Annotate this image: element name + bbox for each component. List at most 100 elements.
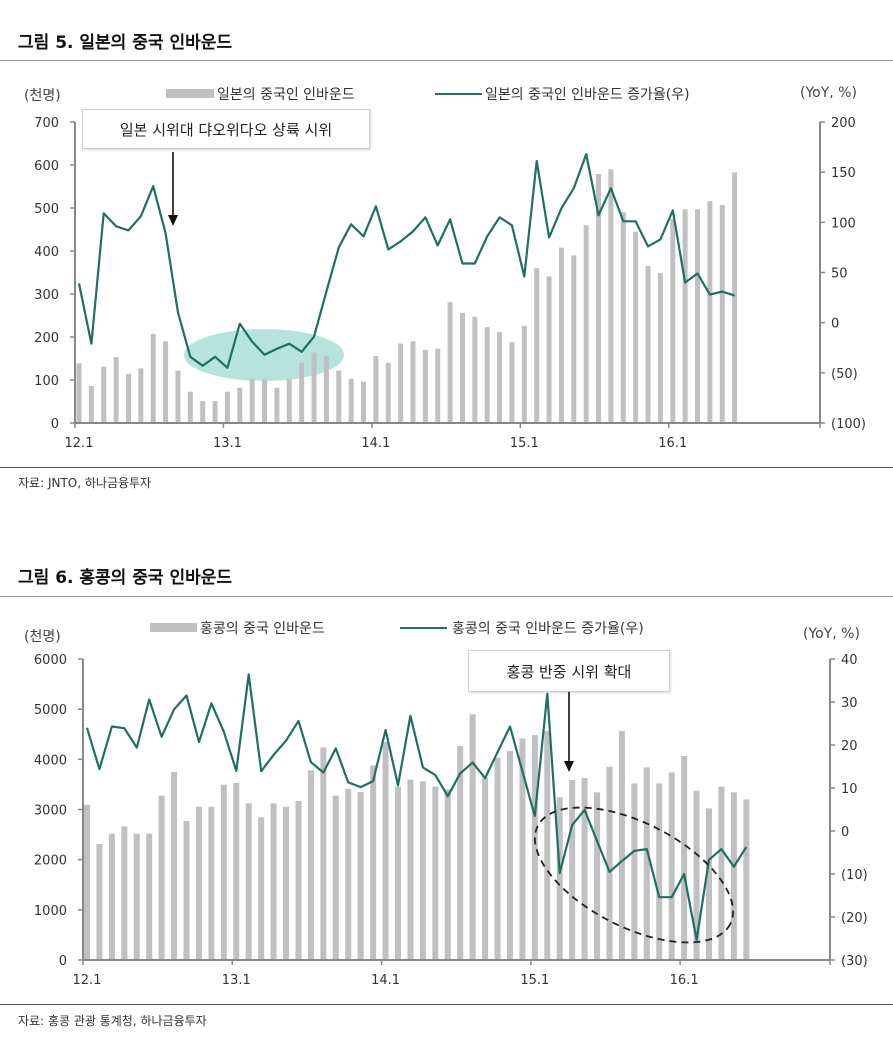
- chart2-right-unit: (YoY, %): [803, 626, 860, 642]
- chart1-bar: [558, 247, 564, 423]
- chart2-bar: [706, 808, 712, 960]
- chart2-bar: [395, 786, 401, 960]
- chart2-right-tick-label: 10: [841, 782, 858, 797]
- chart2-bar: [208, 806, 215, 960]
- chart2-left-tick-label: 2000: [34, 854, 67, 869]
- chart1-bar: [410, 341, 416, 423]
- chart1-legend-line-label: 일본의 중국인 인바운드 증가율(우): [485, 87, 690, 103]
- chart2-bar: [183, 820, 190, 960]
- chart1-legend-bar-swatch: [166, 89, 214, 98]
- chart1-bar: [435, 348, 441, 423]
- chart2-bar: [258, 817, 265, 960]
- chart1-bar: [447, 302, 453, 423]
- chart2-bar: [283, 806, 290, 960]
- chart2-bar: [370, 765, 377, 960]
- chart1-annotation-text: 일본 시위대 댜오위다오 상륙 시위: [119, 120, 333, 139]
- chart2-bar: [718, 786, 725, 960]
- chart1-bar: [323, 355, 329, 423]
- chart1-bar: [633, 231, 639, 423]
- chart2-right-tick-label: 40: [841, 653, 858, 668]
- chart2-bar: [668, 772, 675, 960]
- chart1-bar: [620, 212, 626, 423]
- chart1-bar: [707, 201, 713, 423]
- chart1-x-tick-label: 14.1: [361, 436, 390, 451]
- chart1-bar: [138, 368, 144, 423]
- chart1-x-tick-label: 15.1: [510, 436, 539, 451]
- chart2-left-unit: (천명): [24, 629, 61, 645]
- chart2-bar: [494, 757, 501, 960]
- chart1-bar: [286, 378, 292, 423]
- chart2-bar: [594, 792, 601, 960]
- chart2-bar: [544, 730, 551, 960]
- chart2-bar: [171, 772, 178, 960]
- chart1-bar: [175, 370, 181, 423]
- chart2-bar: [631, 783, 638, 960]
- chart1-bar: [682, 209, 688, 423]
- chart1-bar: [212, 401, 218, 423]
- chart1-left-tick-label: 0: [51, 417, 59, 432]
- chart2-left-tick-label: 3000: [34, 804, 67, 819]
- chart2-x-tick-label: 15.1: [520, 973, 549, 988]
- chart1-bar: [398, 343, 404, 423]
- chart1-left-tick-label: 600: [34, 159, 59, 174]
- chart1-bar: [571, 255, 577, 423]
- chart1-right-tick-label: 200: [831, 116, 856, 131]
- chart2-bar: [519, 738, 526, 960]
- chart1-bar: [262, 378, 268, 423]
- chart2-bar: [357, 791, 364, 960]
- chart1-left-tick-label: 500: [34, 202, 59, 217]
- chart1-right-unit: (YoY, %): [800, 85, 857, 101]
- chart1-bar: [299, 362, 305, 423]
- chart2-bar: [581, 777, 588, 960]
- chart2-bar: [693, 790, 700, 960]
- chart1-x-tick-label: 13.1: [213, 436, 242, 451]
- chart1-right-tick-label: (100): [831, 417, 866, 432]
- chart1-bar: [719, 204, 725, 423]
- chart1-bar: [187, 391, 193, 423]
- chart1-bar: [361, 381, 367, 423]
- chart2-bar: [681, 756, 688, 960]
- chart1-left-tick-label: 700: [34, 116, 59, 131]
- chart1-bar: [497, 331, 503, 423]
- chart2-legend-line-label: 홍콩의 중국 인바운드 증가율(우): [452, 621, 644, 637]
- chart1-left-tick-label: 400: [34, 245, 59, 260]
- chart1-bar: [249, 378, 255, 423]
- chart1-bar: [101, 366, 107, 423]
- chart1: 0 100 200 300 400 500 600 700 (100) (50) 0 50 100 150…: [34, 116, 866, 451]
- chart1-right-tick-label: (50): [831, 367, 858, 382]
- figure6-source: 자료: 홍콩 관광 통계청, 하나금융투자: [18, 1014, 207, 1028]
- chart2-bar: [220, 784, 227, 960]
- chart2-left-tick-label: 0: [59, 954, 67, 969]
- chart2-left-tick-label: 1000: [34, 904, 67, 919]
- chart2-right-tick-label: (10): [841, 868, 868, 883]
- chart2-right-tick-label: (30): [841, 954, 868, 969]
- chart2-left-tick-label: 5000: [34, 703, 67, 718]
- chart2-bar: [419, 781, 426, 960]
- chart2-highlight-dashed-ellipse: [534, 806, 734, 944]
- chart1-left-tick-label: 100: [34, 374, 59, 389]
- chart2-annotation-text: 홍콩 반중 시위 확대: [506, 662, 632, 681]
- chart1-bar: [534, 268, 540, 423]
- chart2-legend-line-swatch: [400, 627, 447, 629]
- figure5-title: 그림 5. 일본의 중국 인바운드: [18, 33, 233, 53]
- chart2-bar: [618, 730, 625, 960]
- chart1-right-tick-label: 100: [831, 216, 856, 231]
- chart1-bar: [509, 342, 515, 423]
- chart2-bar: [506, 751, 513, 960]
- chart1-legend-line-swatch: [435, 93, 482, 95]
- chart2-x-tick-label: 12.1: [73, 973, 102, 988]
- chart2-annotation-box: 홍콩 반중 시위 확대: [468, 650, 670, 692]
- chart2-bar: [195, 806, 202, 960]
- chart2-bar: [743, 799, 750, 960]
- chart2-bar: [656, 783, 663, 960]
- chart2-bar: [556, 797, 563, 960]
- chart2-right-tick-label: 0: [841, 825, 849, 840]
- chart2-bar: [233, 783, 240, 960]
- chart1-right-tick-label: 50: [831, 267, 848, 282]
- chart1-bar: [608, 169, 614, 423]
- chart2-bar: [108, 833, 115, 960]
- chart1-bar: [373, 355, 379, 423]
- chart1-bar: [200, 401, 206, 423]
- chart1-bar: [546, 276, 552, 423]
